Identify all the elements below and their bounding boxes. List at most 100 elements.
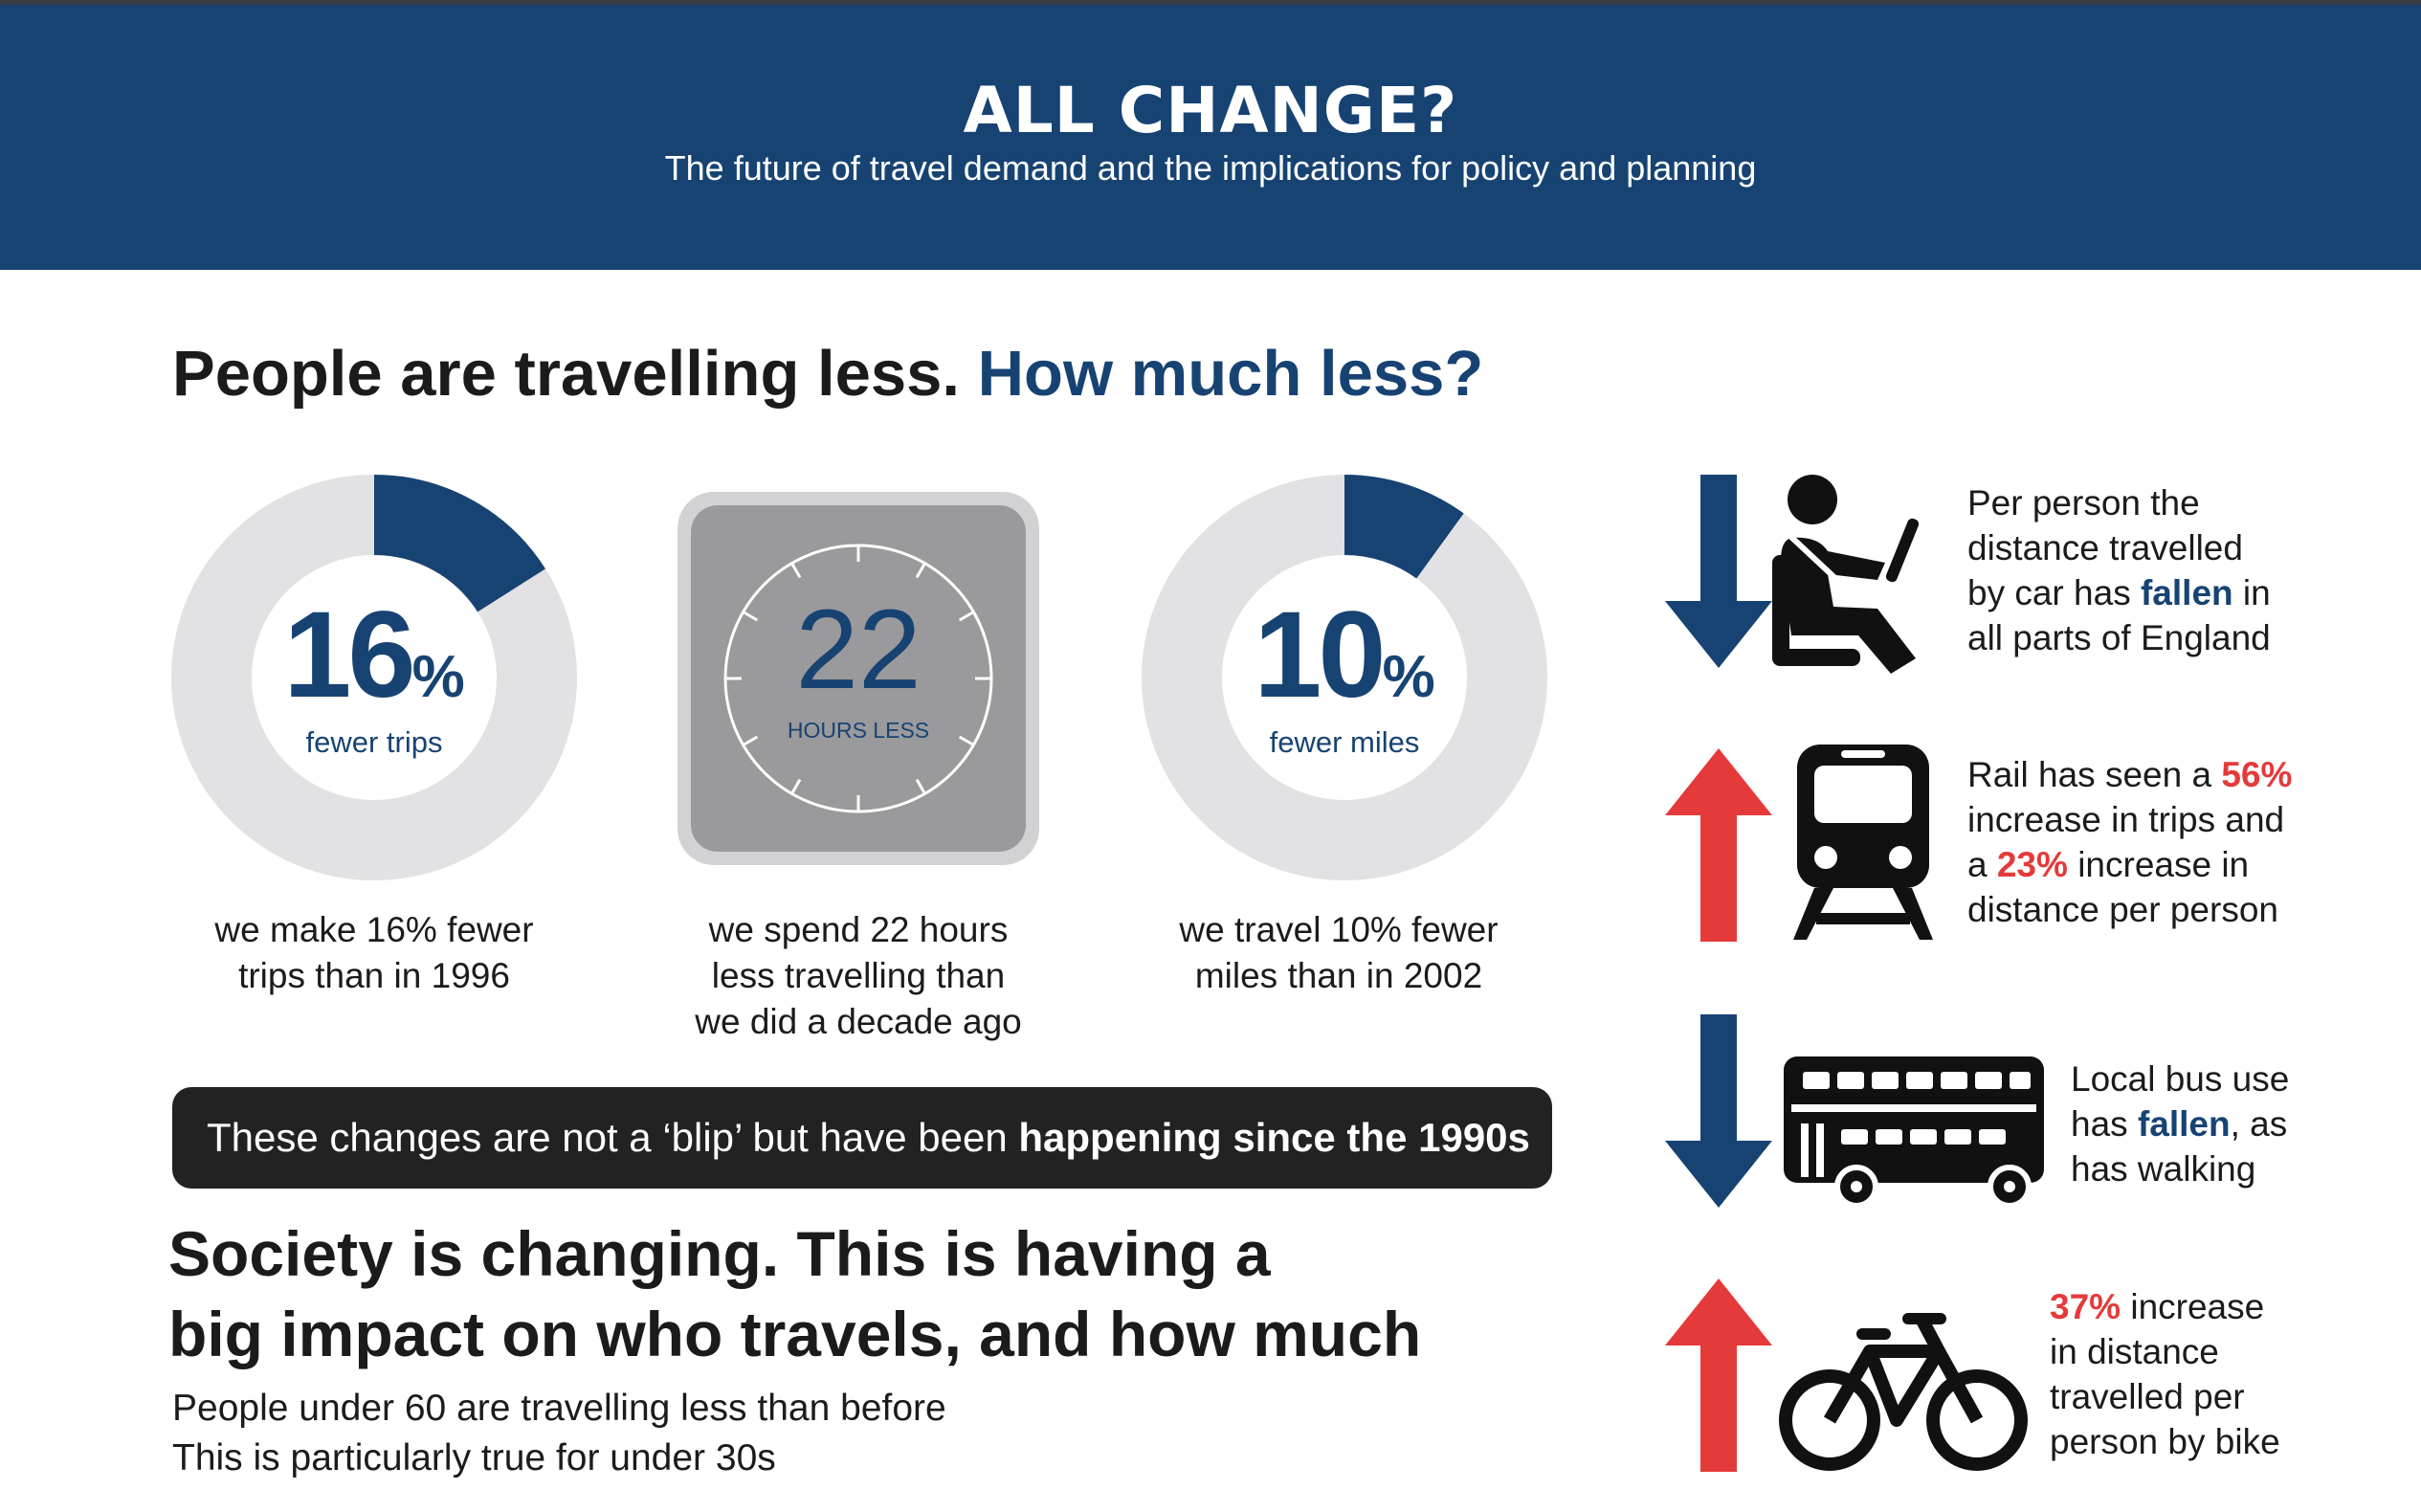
heading-line: Society is changing. This is having a: [168, 1218, 1271, 1289]
trend-line: 37% increase: [2050, 1284, 2280, 1329]
trend-line-text: Per person the: [1967, 483, 2200, 523]
highlight-text: fallen: [2137, 1104, 2231, 1144]
trips-ring-segment: [372, 475, 545, 613]
caption-line: we spend 22 hours: [708, 910, 1009, 949]
trend-line-text: Local bus use: [2071, 1059, 2290, 1099]
trips-donut-chart: 16% fewer trips: [168, 472, 580, 883]
trend-line-text: person by bike: [2050, 1422, 2280, 1461]
miles-caption: we travel 10% fewer miles than in 2002: [1118, 907, 1560, 999]
miles-stat-value: 10%: [1139, 594, 1550, 717]
page-subtitle: The future of travel demand and the impl…: [664, 148, 1757, 188]
highlight-text: fallen: [2140, 573, 2233, 612]
top-border: [0, 0, 2421, 5]
trend-line: person by bike: [2050, 1419, 2280, 1464]
trend-line: in distance: [2050, 1329, 2280, 1374]
bike-trend-up-arrow: [1665, 1279, 1772, 1472]
car-driver-icon: [1772, 475, 1920, 674]
miles-donut-chart: 10% fewer miles: [1139, 472, 1550, 883]
trips-unit: %: [411, 644, 465, 710]
bicycle-icon: [1779, 1313, 2028, 1471]
clock-tick: [915, 562, 926, 579]
bike-trend-text: 37% increase in distance travelled per pers…: [2050, 1284, 2280, 1464]
trend-line-text: in: [2232, 573, 2271, 612]
highlight-text: 37%: [2050, 1287, 2121, 1326]
trend-line: travelled per: [2050, 1374, 2280, 1419]
miles-ring-segment: [1343, 475, 1464, 580]
clock-tick: [790, 562, 802, 579]
caption-line: we did a decade ago: [695, 1002, 1022, 1041]
section-heading-society: Society is changing. This is having a bi…: [168, 1213, 1451, 1374]
caption-line: less travelling than: [711, 956, 1006, 995]
under-60-line: People under 60 are travelling less than…: [172, 1388, 946, 1429]
hours-stat-label: HOURS LESS: [787, 718, 930, 743]
trend-line-text: has: [2071, 1104, 2138, 1144]
caption-line: miles than in 2002: [1194, 956, 1483, 995]
clock-tick: [742, 735, 759, 746]
double-decker-bus-icon: [1784, 1056, 2044, 1208]
clock-tick: [915, 778, 926, 795]
trend-line-text: increase in: [2067, 845, 2250, 884]
highlight-text: 23%: [1996, 845, 2068, 884]
clock-ticks: [725, 545, 991, 812]
trend-line-text: increase in trips and: [1967, 800, 2285, 839]
trips-caption: we make 16% fewer trips than in 1996: [153, 907, 595, 999]
trend-line-text: has walking: [2071, 1149, 2256, 1189]
trend-line: distance travelled: [1967, 525, 2271, 570]
trend-line: distance per person: [1967, 887, 2292, 932]
section-heading-travel-less: People are travelling less. How much les…: [172, 337, 1483, 411]
trend-line-text: all parts of England: [1967, 618, 2271, 657]
heading-accent: How much less?: [977, 338, 1484, 410]
rail-trend-text: Rail has seen a 56% increase in trips and…: [1967, 752, 2292, 932]
clock-graphic: [677, 492, 1039, 865]
trend-line-text: travelled per: [2050, 1377, 2245, 1416]
trend-line-text: distance travelled: [1967, 528, 2243, 567]
hours-clock-tile: 22 HOURS LESS: [676, 490, 1041, 867]
trend-line-text: increase: [2121, 1287, 2265, 1326]
page-title: ALL CHANGE?: [963, 74, 1458, 147]
under-30-line: This is particularly true for under 30s: [172, 1437, 776, 1479]
trend-line-text: Rail has seen a: [1967, 755, 2222, 794]
bus-trend-text: Local bus use has fallen, as has walking: [2071, 1056, 2289, 1191]
heading-line: big impact on who travels, and how much: [168, 1299, 1422, 1369]
callout-bold-text: happening since the 1990s: [1018, 1115, 1530, 1160]
clock-tile-face: [691, 505, 1026, 852]
heading-main: People are travelling less.: [172, 338, 961, 410]
trend-line: Local bus use: [2071, 1056, 2289, 1101]
highlight-text: 56%: [2221, 755, 2293, 794]
car-trend-down-arrow: [1665, 475, 1772, 668]
trips-stat-label: fewer trips: [305, 725, 443, 759]
caption-line: we travel 10% fewer: [1179, 910, 1499, 949]
trend-line-text: distance per person: [1967, 890, 2278, 929]
hours-caption: we spend 22 hours less travelling than w…: [632, 907, 1085, 1045]
miles-unit: %: [1382, 644, 1435, 710]
clock-tick: [790, 778, 802, 795]
bus-trend-down-arrow: [1665, 1014, 1772, 1208]
header-banner: ALL CHANGE? The future of travel demand …: [0, 5, 2421, 270]
rail-trend-up-arrow: [1665, 748, 1772, 942]
trend-line-text: a: [1967, 845, 1997, 884]
callout-text: These changes are not a ‘blip’ but have …: [207, 1115, 1019, 1160]
clock-tick: [958, 735, 975, 746]
miles-donut-ring: [1142, 475, 1547, 880]
trend-line: a 23% increase in: [1967, 842, 2292, 887]
trend-line-text: in distance: [2050, 1332, 2219, 1371]
clock-tick: [742, 611, 759, 622]
trend-line: has fallen, as: [2071, 1101, 2289, 1146]
trend-line: by car has fallen in: [1967, 570, 2271, 615]
trips-number: 16: [283, 587, 415, 723]
trend-line-text: by car has: [1967, 573, 2141, 612]
miles-stat-label: fewer miles: [1269, 725, 1420, 759]
trend-line: Rail has seen a 56%: [1967, 752, 2292, 797]
trips-donut-ring: [171, 475, 577, 880]
trips-stat-value: 16%: [168, 594, 580, 717]
trend-line: has walking: [2071, 1146, 2289, 1191]
clock-tick: [958, 611, 975, 622]
trend-line: Per person the: [1967, 480, 2271, 525]
hours-stat-value: 22: [795, 587, 922, 713]
train-icon: [1793, 745, 1933, 940]
since-1990s-callout: These changes are not a ‘blip’ but have …: [172, 1087, 1552, 1189]
miles-number: 10: [1254, 587, 1386, 723]
trend-line: increase in trips and: [1967, 797, 2292, 842]
caption-line: trips than in 1996: [238, 956, 510, 995]
trend-line-text: , as: [2230, 1104, 2288, 1144]
